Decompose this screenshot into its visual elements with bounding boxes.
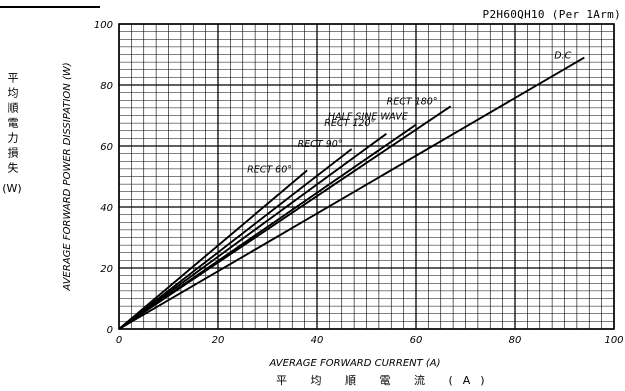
- y-tick-label: 40: [100, 203, 113, 214]
- series-label: HALF SINE WAVE: [328, 112, 408, 123]
- y-tick-label: 60: [100, 142, 113, 153]
- jp-y-axis-label: 平均順電力損失 (W): [2, 72, 24, 201]
- x-tick-label: 20: [212, 335, 225, 346]
- y-axis-title: AVERAGE FORWARD POWER DISSIPATION (W): [62, 62, 73, 291]
- header-rule: [0, 6, 100, 8]
- x-tick-label: 60: [410, 335, 423, 346]
- series-line: [118, 133, 387, 330]
- series-label: RECT 60°: [247, 164, 292, 175]
- series-line: [118, 148, 353, 330]
- y-tick-label: 80: [100, 81, 113, 92]
- series-label: RECT 180°: [387, 96, 438, 107]
- x-tick-label: 80: [509, 335, 522, 346]
- series-line: [118, 169, 308, 330]
- jp-y-unit: (W): [2, 182, 22, 195]
- x-axis-title: AVERAGE FORWARD CURRENT (A): [268, 358, 440, 369]
- x-tick-label: 0: [116, 335, 122, 346]
- plot-frame: [118, 23, 615, 330]
- model-label: P2H60QH10 (Per 1Arm): [482, 8, 621, 21]
- y-tick-label: 20: [100, 264, 113, 275]
- y-tick-label: 100: [94, 20, 113, 31]
- jp-y-text: 平均順電力損失: [6, 72, 19, 177]
- x-tick-label: 40: [311, 335, 324, 346]
- y-tick-label: 0: [107, 325, 113, 336]
- series-line: [118, 105, 452, 330]
- series-label: RECT 90°: [298, 139, 343, 150]
- jp-x-axis-label: 平 均 順 電 流 (A): [276, 374, 495, 387]
- series-label: D.C: [554, 51, 571, 62]
- series-line: [118, 56, 585, 330]
- x-tick-label: 100: [604, 335, 623, 346]
- series-label: RECT 120°: [324, 118, 375, 129]
